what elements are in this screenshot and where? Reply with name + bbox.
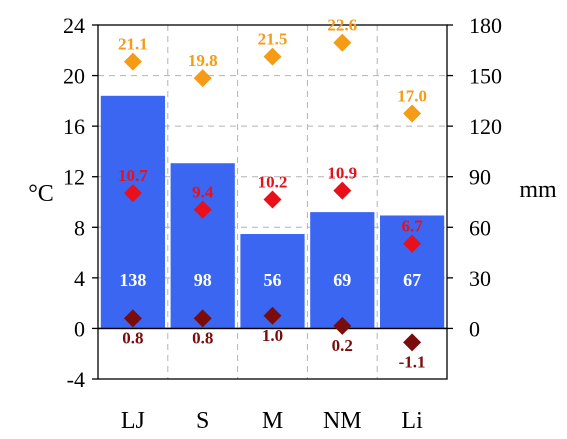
bar-value-label: 138	[119, 270, 146, 290]
bar-value-label: 98	[194, 270, 212, 290]
mean-temp-marker	[263, 190, 282, 209]
right-tick-label: 30	[469, 266, 491, 291]
plot-border	[97, 24, 448, 380]
category-label: NM	[323, 408, 362, 434]
max-temp-label: 22.6	[327, 16, 357, 35]
min-temp-marker	[333, 316, 352, 335]
bar-value-label: 69	[333, 270, 351, 290]
left-tick-label: -4	[67, 367, 85, 392]
mean-temp-marker	[123, 184, 142, 203]
bar-Li	[379, 215, 445, 329]
mean-temp-marker	[333, 181, 352, 200]
mean-temp-label: 9.4	[192, 183, 214, 202]
max-temp-marker	[263, 47, 282, 66]
right-tick-label: 180	[469, 13, 502, 38]
mean-temp-label: 10.7	[118, 166, 148, 185]
right-tick-label: 120	[469, 114, 502, 139]
left-tick-label: 20	[63, 64, 85, 89]
min-temp-marker	[123, 309, 142, 328]
bar-value-label: 56	[264, 270, 282, 290]
left-tick-label: 16	[63, 114, 85, 139]
right-axis-unit: mm	[519, 177, 557, 203]
axes: °C mm -4 0 4 8 12 16 20 24 0 30 60 90 120 150 180 LJ S M N…	[28, 13, 557, 434]
min-temp-label: -1.1	[399, 352, 426, 371]
plot-frame	[97, 24, 448, 380]
min-temp-label: 0.8	[122, 328, 143, 347]
min-temp-label: 0.8	[192, 328, 213, 347]
precipitation-bars	[100, 95, 445, 329]
right-tick-label: 90	[469, 165, 491, 190]
left-tick-label: 12	[63, 165, 85, 190]
right-tick-label: 60	[469, 215, 491, 240]
data-labels: 138 98 56 69 67 21.1 19.8 21.5 22.6 17.0 10.7 9.4 10…	[118, 16, 427, 372]
max-temp-label: 19.8	[188, 51, 218, 70]
bar-NM	[310, 212, 375, 329]
bar-LJ	[100, 95, 166, 329]
min-temp-marker	[403, 333, 422, 352]
min-temp-label: 0.2	[332, 336, 353, 355]
bar-value-label: 67	[403, 270, 421, 290]
left-axis-unit: °C	[28, 181, 54, 207]
mean-temp-label: 10.9	[327, 164, 357, 183]
left-tick-label: 0	[74, 316, 85, 341]
category-label: Li	[401, 408, 423, 434]
left-tick-label: 4	[74, 266, 85, 291]
left-tick-label: 24	[63, 13, 85, 38]
right-tick-label: 0	[469, 316, 480, 341]
mean-temp-label: 10.2	[258, 172, 288, 191]
max-temp-label: 21.5	[258, 30, 288, 49]
max-temp-marker	[193, 69, 212, 88]
category-label: LJ	[121, 408, 145, 434]
mean-temp-marker	[193, 200, 212, 219]
min-temp-marker	[263, 306, 282, 325]
category-label: M	[262, 408, 283, 434]
temperature-markers	[123, 33, 422, 352]
bar-S	[170, 163, 235, 329]
max-temp-marker	[403, 104, 422, 123]
mean-temp-label: 6.7	[401, 217, 423, 236]
max-temp-marker	[333, 33, 352, 52]
min-temp-marker	[193, 309, 212, 328]
left-tick-label: 8	[74, 215, 85, 240]
min-temp-label: 1.0	[262, 326, 283, 345]
category-label: S	[196, 408, 209, 434]
right-tick-label: 150	[469, 64, 502, 89]
max-temp-marker	[123, 52, 142, 71]
mean-temp-marker	[403, 234, 422, 253]
max-temp-label: 17.0	[397, 87, 427, 106]
max-temp-label: 21.1	[118, 35, 148, 54]
